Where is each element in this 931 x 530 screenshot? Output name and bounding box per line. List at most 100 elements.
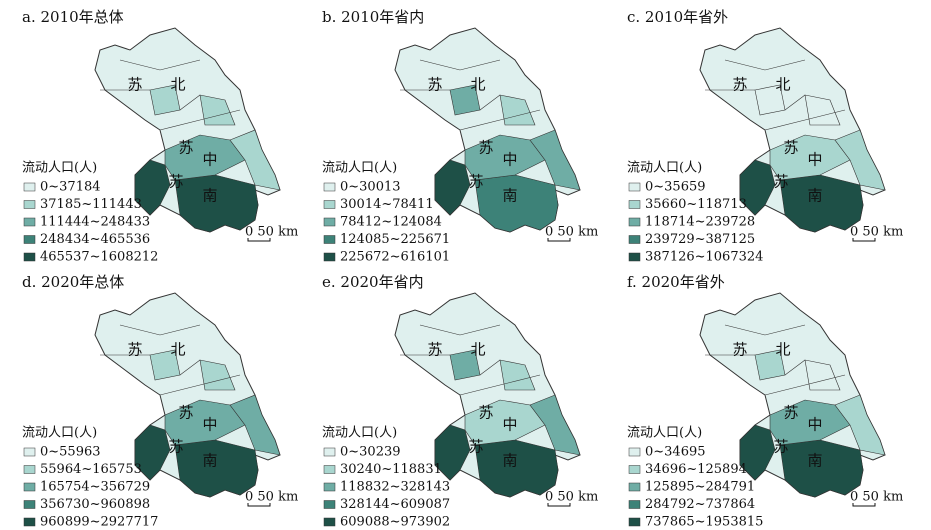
region: [229, 129, 281, 191]
region-label: 中: [202, 151, 217, 169]
region-label: 中: [807, 151, 822, 169]
region-label: 苏: [732, 341, 747, 359]
region: [229, 394, 281, 456]
region: [174, 174, 259, 233]
legend-label: 165754~356729: [40, 480, 150, 495]
boundary: [764, 109, 846, 131]
region: [834, 129, 886, 191]
boundary: [419, 324, 501, 336]
boundary: [479, 94, 501, 111]
panel-title: c. 2010年省外: [627, 8, 728, 26]
legend-swatch: [628, 447, 641, 457]
legend-label: 111444~248433: [40, 215, 150, 230]
region: [499, 94, 536, 126]
boundary: [724, 59, 806, 71]
region: [174, 439, 259, 498]
boundary: [119, 59, 201, 71]
region-label: 南: [202, 452, 217, 470]
legend-label: 124085~225671: [340, 232, 450, 247]
legend-swatch: [628, 182, 641, 192]
legend-swatch: [323, 465, 336, 474]
legend-swatch: [628, 235, 641, 244]
region-label: 南: [502, 452, 517, 470]
legend-label: 609088~973902: [340, 515, 450, 530]
boundary: [159, 109, 241, 131]
legend-label: 0~35659: [645, 180, 706, 195]
region-label: 苏: [468, 438, 483, 456]
legend-title: 流动人口(人): [22, 426, 97, 441]
panel-title: f. 2020年省外: [627, 273, 725, 291]
region-label: 北: [775, 76, 790, 94]
legend-swatch: [323, 235, 336, 244]
scale-bar: [547, 238, 571, 242]
legend-label: 960899~2927717: [40, 515, 158, 530]
region-label: 苏: [773, 173, 788, 191]
region: [499, 359, 536, 391]
scale-bar: [247, 503, 271, 507]
panel-title: a. 2010年总体: [22, 8, 124, 26]
region-label: 中: [202, 416, 217, 434]
panel-title: d. 2020年总体: [22, 273, 124, 291]
region-label: 苏: [773, 438, 788, 456]
region-label: 苏: [732, 76, 747, 94]
legend-swatch: [628, 482, 641, 492]
legend-label: 328144~609087: [340, 497, 450, 512]
region-label: 北: [170, 76, 185, 94]
legend-swatch: [628, 200, 641, 209]
legend-label: 737865~1953815: [645, 515, 763, 530]
legend-label: 118714~239728: [645, 215, 755, 230]
region: [464, 134, 546, 181]
legend-label: 30014~78411: [340, 197, 434, 212]
region: [529, 394, 581, 456]
legend-swatch: [628, 500, 641, 509]
region: [804, 359, 841, 391]
region-label: 中: [502, 416, 517, 434]
region: [464, 399, 546, 446]
boundary: [159, 374, 241, 396]
legend-label: 35660~118713: [645, 197, 747, 212]
boundary: [784, 94, 806, 111]
legend-title: 流动人口(人): [627, 161, 702, 176]
region: [834, 394, 886, 456]
region-label: 苏: [478, 139, 493, 157]
region-label: 中: [502, 151, 517, 169]
legend-swatch: [23, 252, 36, 262]
legend-label: 0~37184: [40, 180, 101, 195]
region-label: 苏: [427, 76, 442, 94]
legend-label: 248434~465536: [40, 232, 150, 247]
legend-swatch: [323, 500, 336, 509]
scale-label: 0 50 km: [245, 225, 298, 240]
legend-swatch: [23, 500, 36, 509]
region-label: 苏: [427, 341, 442, 359]
region: [739, 159, 776, 216]
legend-swatch: [323, 482, 336, 492]
legend-label: 55964~165753: [40, 462, 142, 477]
region-label: 苏: [783, 404, 798, 422]
legend-label: 0~55963: [40, 445, 101, 460]
region-label: 苏: [127, 76, 142, 94]
legend-label: 30240~118831: [340, 462, 442, 477]
legend-swatch: [23, 235, 36, 244]
legend-swatch: [628, 217, 641, 227]
legend-label: 118832~328143: [340, 480, 450, 495]
boundary: [459, 374, 541, 396]
legend-label: 0~30013: [340, 180, 401, 195]
scale-label: 0 50 km: [545, 225, 598, 240]
region: [739, 424, 776, 481]
region: [474, 174, 559, 233]
scale-label: 0 50 km: [545, 490, 598, 505]
region-label: 苏: [168, 438, 183, 456]
boundary: [119, 324, 201, 336]
legend-swatch: [323, 447, 336, 457]
region: [164, 399, 246, 446]
legend-swatch: [23, 465, 36, 474]
legend-title: 流动人口(人): [322, 161, 397, 176]
region-label: 南: [807, 187, 822, 205]
legend-title: 流动人口(人): [322, 426, 397, 441]
region: [434, 159, 471, 216]
region: [434, 424, 471, 481]
legend-title: 流动人口(人): [627, 426, 702, 441]
region: [779, 174, 864, 233]
